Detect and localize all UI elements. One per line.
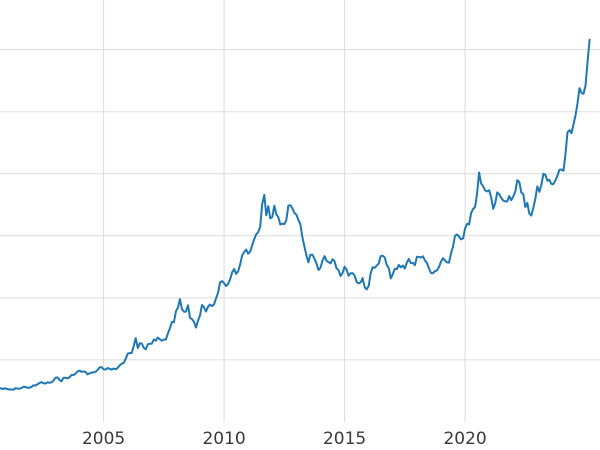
x-tick-label: 2020	[443, 429, 486, 449]
x-axis-tick-labels: 2005 2010 2015 2020	[82, 429, 487, 449]
horizontal-gridlines	[0, 49, 600, 361]
price-line-series	[0, 38, 591, 391]
x-tick-label: 2010	[202, 429, 245, 449]
x-tick-label: 2015	[323, 429, 366, 449]
vertical-gridlines	[103, 0, 466, 422]
price-line	[0, 38, 591, 391]
x-tick-label: 2005	[82, 429, 125, 449]
